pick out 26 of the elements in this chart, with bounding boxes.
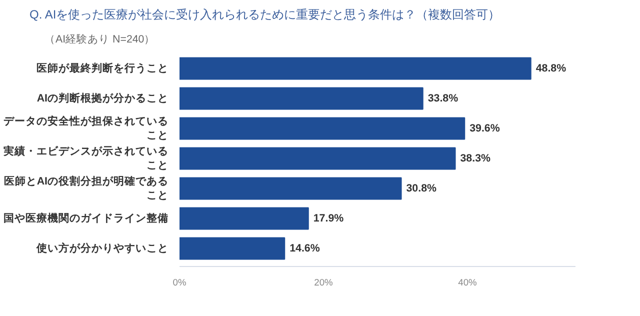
data-label: 14.6%	[290, 242, 320, 254]
data-label: 17.9%	[313, 212, 344, 224]
bar	[180, 177, 402, 200]
bar	[180, 147, 456, 170]
y-tick-label: 医師とAIの役割分担が明確であること	[4, 174, 168, 202]
data-label: 33.8%	[428, 92, 459, 104]
x-tick-label: 40%	[458, 278, 477, 288]
y-tick-label: 使い方が分かりやすいこと	[36, 242, 168, 254]
data-label: 48.8%	[536, 62, 567, 74]
bar	[180, 117, 466, 140]
data-label: 30.8%	[406, 182, 437, 194]
y-tick-label: 医師が最終判断を行うこと	[36, 62, 168, 74]
data-label: 39.6%	[470, 122, 500, 134]
bar	[180, 57, 532, 80]
x-tick-label: 0%	[172, 278, 186, 288]
y-tick-label: 国や医療機関のガイドライン整備	[4, 212, 168, 224]
bar	[180, 237, 286, 260]
y-tick-label: AIの判断根拠が分かること	[36, 92, 168, 104]
chart-subtitle: （AI経験あり N=240）	[44, 34, 156, 46]
x-tick-label: 20%	[314, 278, 333, 288]
bar	[180, 207, 309, 230]
y-tick-label: データの安全性が担保されていること	[4, 114, 168, 142]
y-tick-label: 実績・エビデンスが示されていること	[2, 144, 168, 172]
chart-title: Q. AIを使った医療が社会に受け入れられるために重要だと思う条件は？（複数回答可）	[30, 8, 500, 22]
data-label: 38.3%	[460, 152, 491, 164]
bar	[180, 87, 424, 110]
